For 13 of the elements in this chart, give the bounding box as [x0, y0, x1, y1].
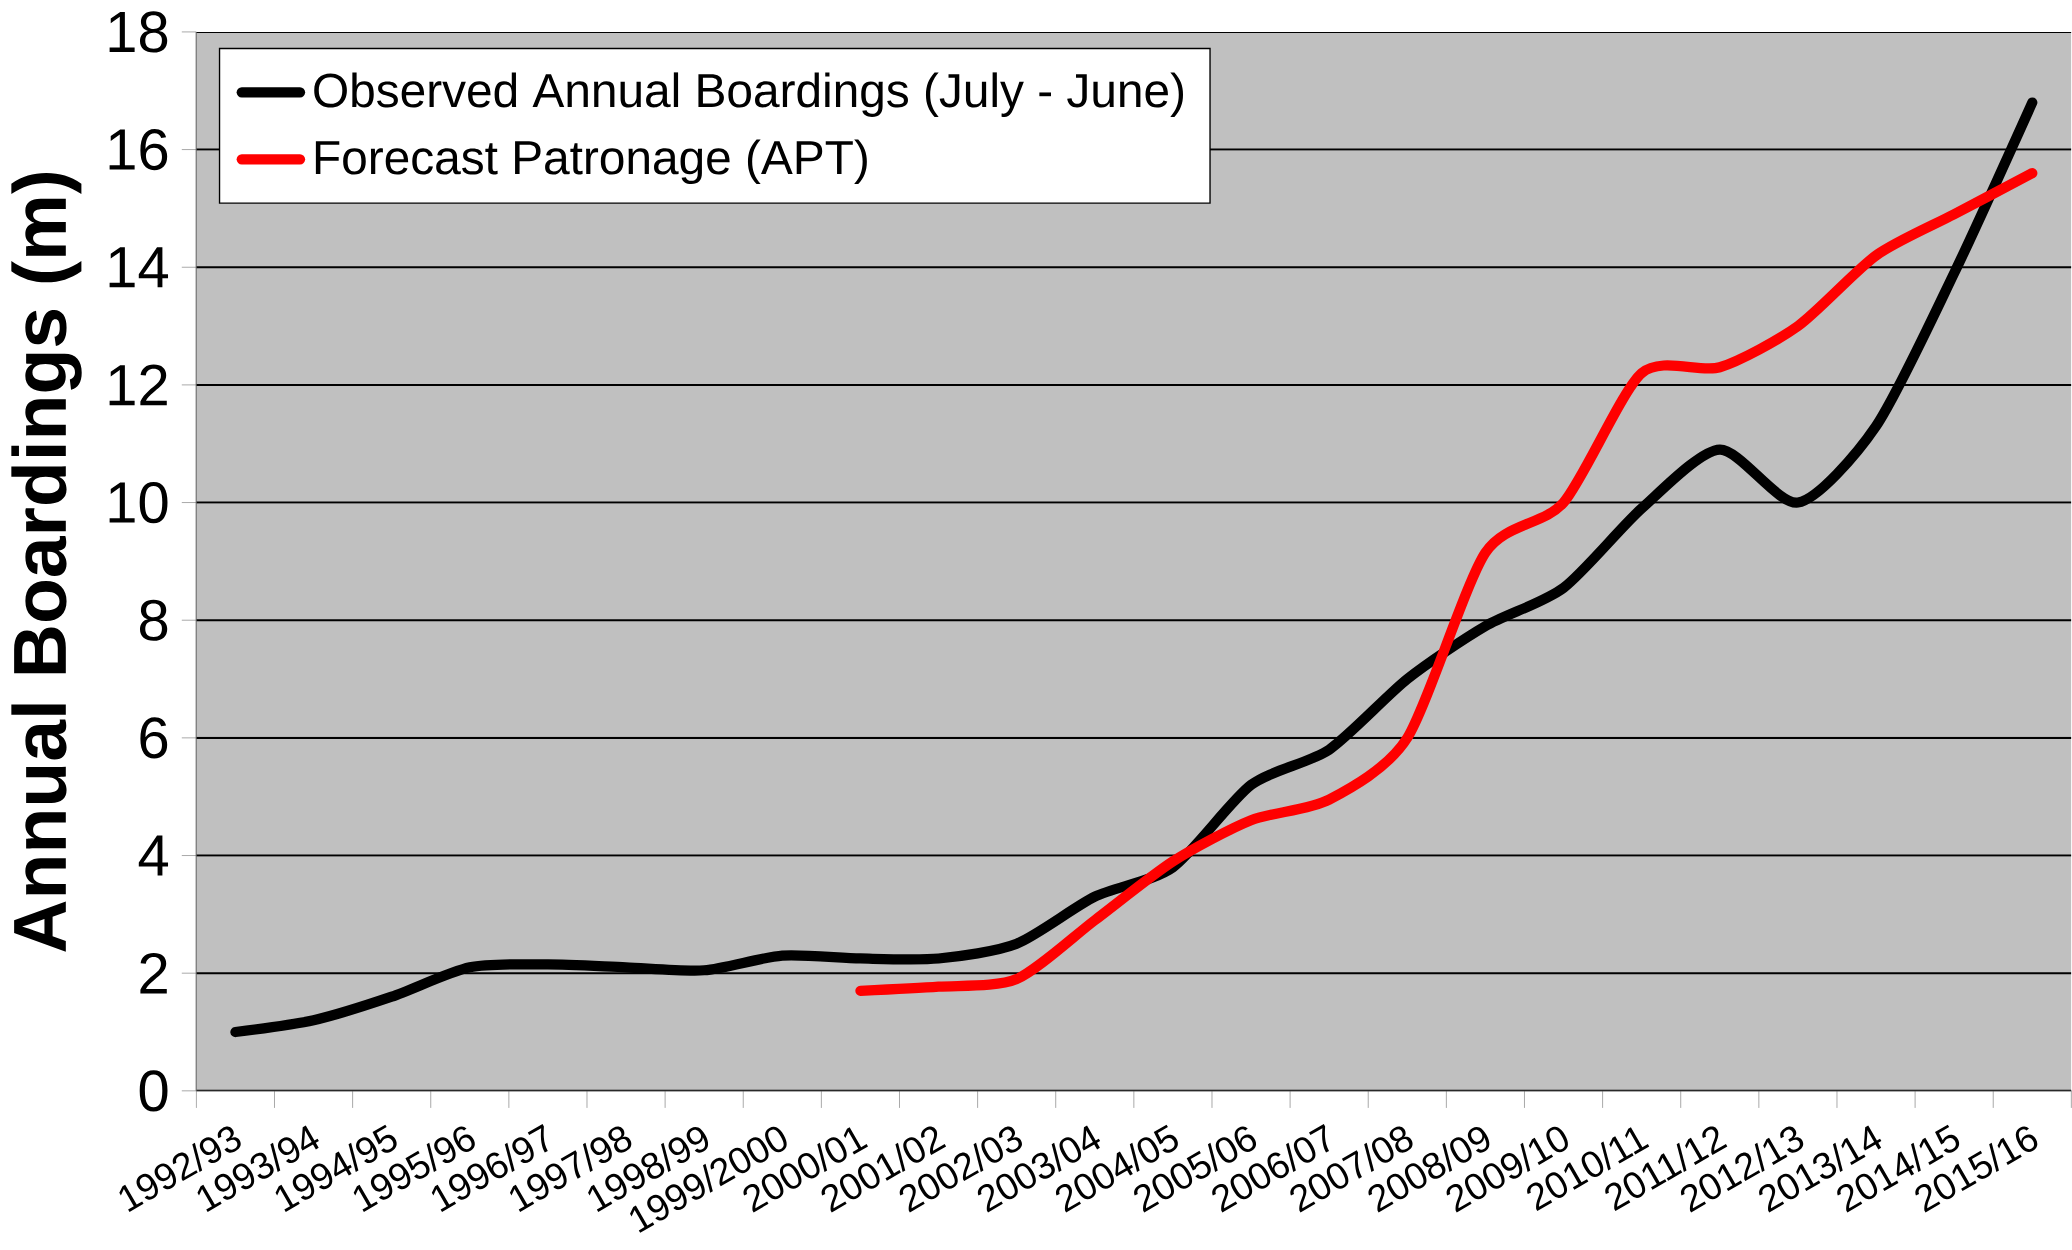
y-tick-label: 8	[139, 599, 168, 641]
y-tick-label: 16	[109, 128, 168, 171]
y-axis-title: Annual Boardings (m)	[11, 172, 82, 952]
y-tick-label: 12	[109, 364, 167, 406]
y-tick-label: 14	[109, 247, 169, 288]
y-tick-label: 0	[139, 1070, 168, 1112]
y-tick-label: 2	[140, 952, 167, 994]
legend-label: Observed Annual Boardings (July - June)	[314, 72, 1184, 117]
y-tick-label: 4	[138, 835, 169, 876]
y-tick-label: 18	[109, 11, 168, 53]
legend-label: Forecast Patronage (APT)	[315, 139, 867, 184]
y-tick-label: 10	[109, 481, 168, 524]
y-tick-label: 6	[140, 717, 168, 759]
